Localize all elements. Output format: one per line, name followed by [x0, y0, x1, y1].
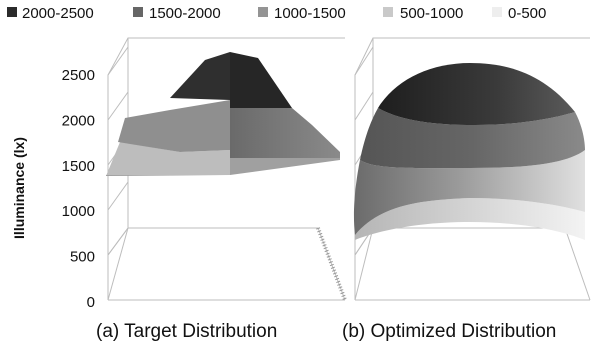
surface-a-right-shelf: [230, 108, 340, 158]
panel-target: (a) Target Distribution: [96, 37, 347, 342]
y-tick-label: 1500: [62, 158, 95, 175]
y-axis-ticks: 0 500 1000 1500 2000 2500: [62, 67, 95, 311]
panel-optimized-frame: [354, 37, 591, 301]
legend-label-500-1000: 500-1000: [400, 5, 463, 22]
legend-swatch-0-500: [492, 7, 502, 17]
surface-a-left-slope: [118, 100, 230, 152]
panel-optimized-surface: [353, 63, 585, 240]
panel-target-frame: [107, 37, 347, 301]
surface-b-mid-band: [360, 108, 585, 169]
surface-a-top-right: [230, 52, 292, 108]
panel-optimized: (b) Optimized Distribution: [342, 37, 591, 342]
panel-optimized-caption: (b) Optimized Distribution: [342, 321, 556, 342]
legend-label-1500-2000: 1500-2000: [149, 5, 221, 22]
y-tick-label: 500: [70, 249, 95, 266]
panel-target-caption: (a) Target Distribution: [96, 321, 277, 342]
legend-label-0-500: 0-500: [508, 5, 546, 22]
legend-swatch-2000-2500: [7, 7, 17, 17]
surface-b-body: [353, 150, 585, 235]
legend-label-1000-1500: 1000-1500: [274, 5, 346, 22]
surface-a-left-base: [106, 142, 230, 176]
legend-label-2000-2500: 2000-2500: [22, 5, 94, 22]
legend-swatch-1500-2000: [133, 7, 143, 17]
surface-a-top-left: [170, 52, 230, 100]
surface-b-top-dome: [378, 63, 575, 125]
legend-swatch-500-1000: [383, 7, 393, 17]
legend-swatch-1000-1500: [258, 7, 268, 17]
surface-b-base-band: [355, 198, 585, 240]
y-tick-label: 0: [87, 294, 95, 311]
surface-a-front: [106, 158, 340, 176]
y-axis-title: Illuminance (lx): [11, 137, 27, 239]
y-tick-label: 2500: [62, 67, 95, 84]
y-tick-label: 2000: [62, 112, 95, 129]
y-tick-label: 1000: [62, 203, 95, 220]
panel-target-surface: [106, 52, 340, 176]
legend: 2000-2500 1500-2000 1000-1500 500-1000 0…: [7, 5, 546, 22]
